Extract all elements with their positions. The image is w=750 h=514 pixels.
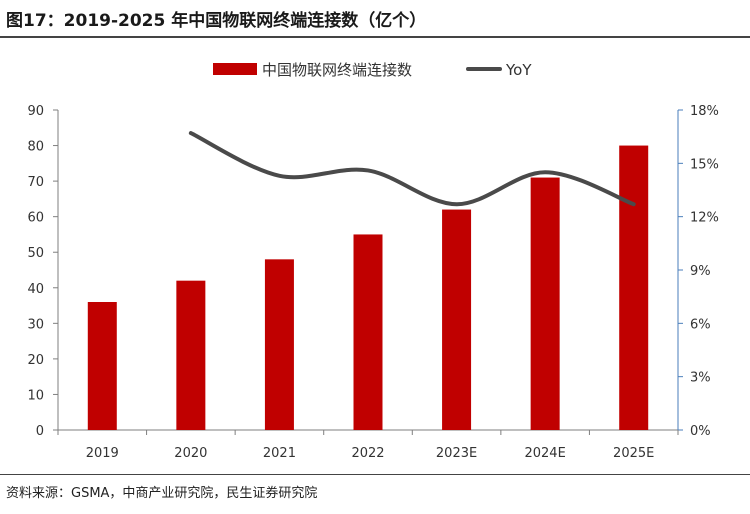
y-tick-label-left: 20 [27, 353, 44, 368]
y-tick-label-left: 80 [27, 140, 44, 155]
y-tick-label-right: 18% [690, 104, 719, 119]
y-tick-label-right: 15% [690, 157, 719, 172]
x-tick-label: 2020 [174, 446, 207, 461]
y-tick-label-left: 30 [27, 317, 44, 332]
bar [264, 259, 294, 430]
y-tick-label-left: 0 [36, 424, 44, 439]
x-tick-label: 2024E [524, 446, 565, 461]
bar [442, 209, 472, 430]
x-tick-label: 2021 [263, 446, 296, 461]
legend-label-line: YoY [505, 61, 532, 79]
y-tick-label-left: 70 [27, 175, 44, 190]
y-tick-label-left: 60 [27, 211, 44, 226]
legend-swatch-bar [213, 63, 257, 75]
bar [530, 177, 560, 430]
figure-title: 图17：2019-2025 年中国物联网终端连接数（亿个） [6, 11, 427, 31]
chart-area: 中国物联网终端连接数 YoY 0 10 20 30 40 50 60 70 80 90 0% 3% 6%… [27, 61, 718, 461]
x-tick-label: 2022 [351, 446, 384, 461]
chart-axes: 0 10 20 30 40 50 60 70 80 90 0% 3% 6% 9% 12% 15% 18% 2019… [27, 104, 718, 461]
chart-legend: 中国物联网终端连接数 YoY [213, 61, 532, 79]
x-tick-label: 2023E [436, 446, 477, 461]
y-tick-label-left: 50 [27, 246, 44, 261]
x-tick-label: 2019 [86, 446, 119, 461]
bar [176, 280, 206, 430]
footer-divider [0, 474, 750, 475]
y-tick-label-right: 9% [690, 264, 711, 279]
y-tick-label-left: 90 [27, 104, 44, 119]
bar [353, 234, 383, 430]
bar [87, 302, 117, 430]
y-tick-label-right: 6% [690, 317, 711, 332]
y-tick-label-left: 10 [27, 388, 44, 403]
y-tick-label-right: 3% [690, 371, 711, 386]
y-tick-label-left: 40 [27, 282, 44, 297]
title-divider [0, 36, 750, 38]
y-tick-label-right: 0% [690, 424, 711, 439]
bar-series [87, 145, 649, 431]
yoy-line [188, 131, 636, 207]
source-note: 资料来源：GSMA，中商产业研究院，民生证券研究院 [6, 486, 318, 501]
x-tick-label: 2025E [613, 446, 654, 461]
legend-label-bar: 中国物联网终端连接数 [262, 61, 412, 79]
bar [619, 145, 649, 431]
yoy-series [188, 131, 636, 207]
y-tick-label-right: 12% [690, 211, 719, 226]
